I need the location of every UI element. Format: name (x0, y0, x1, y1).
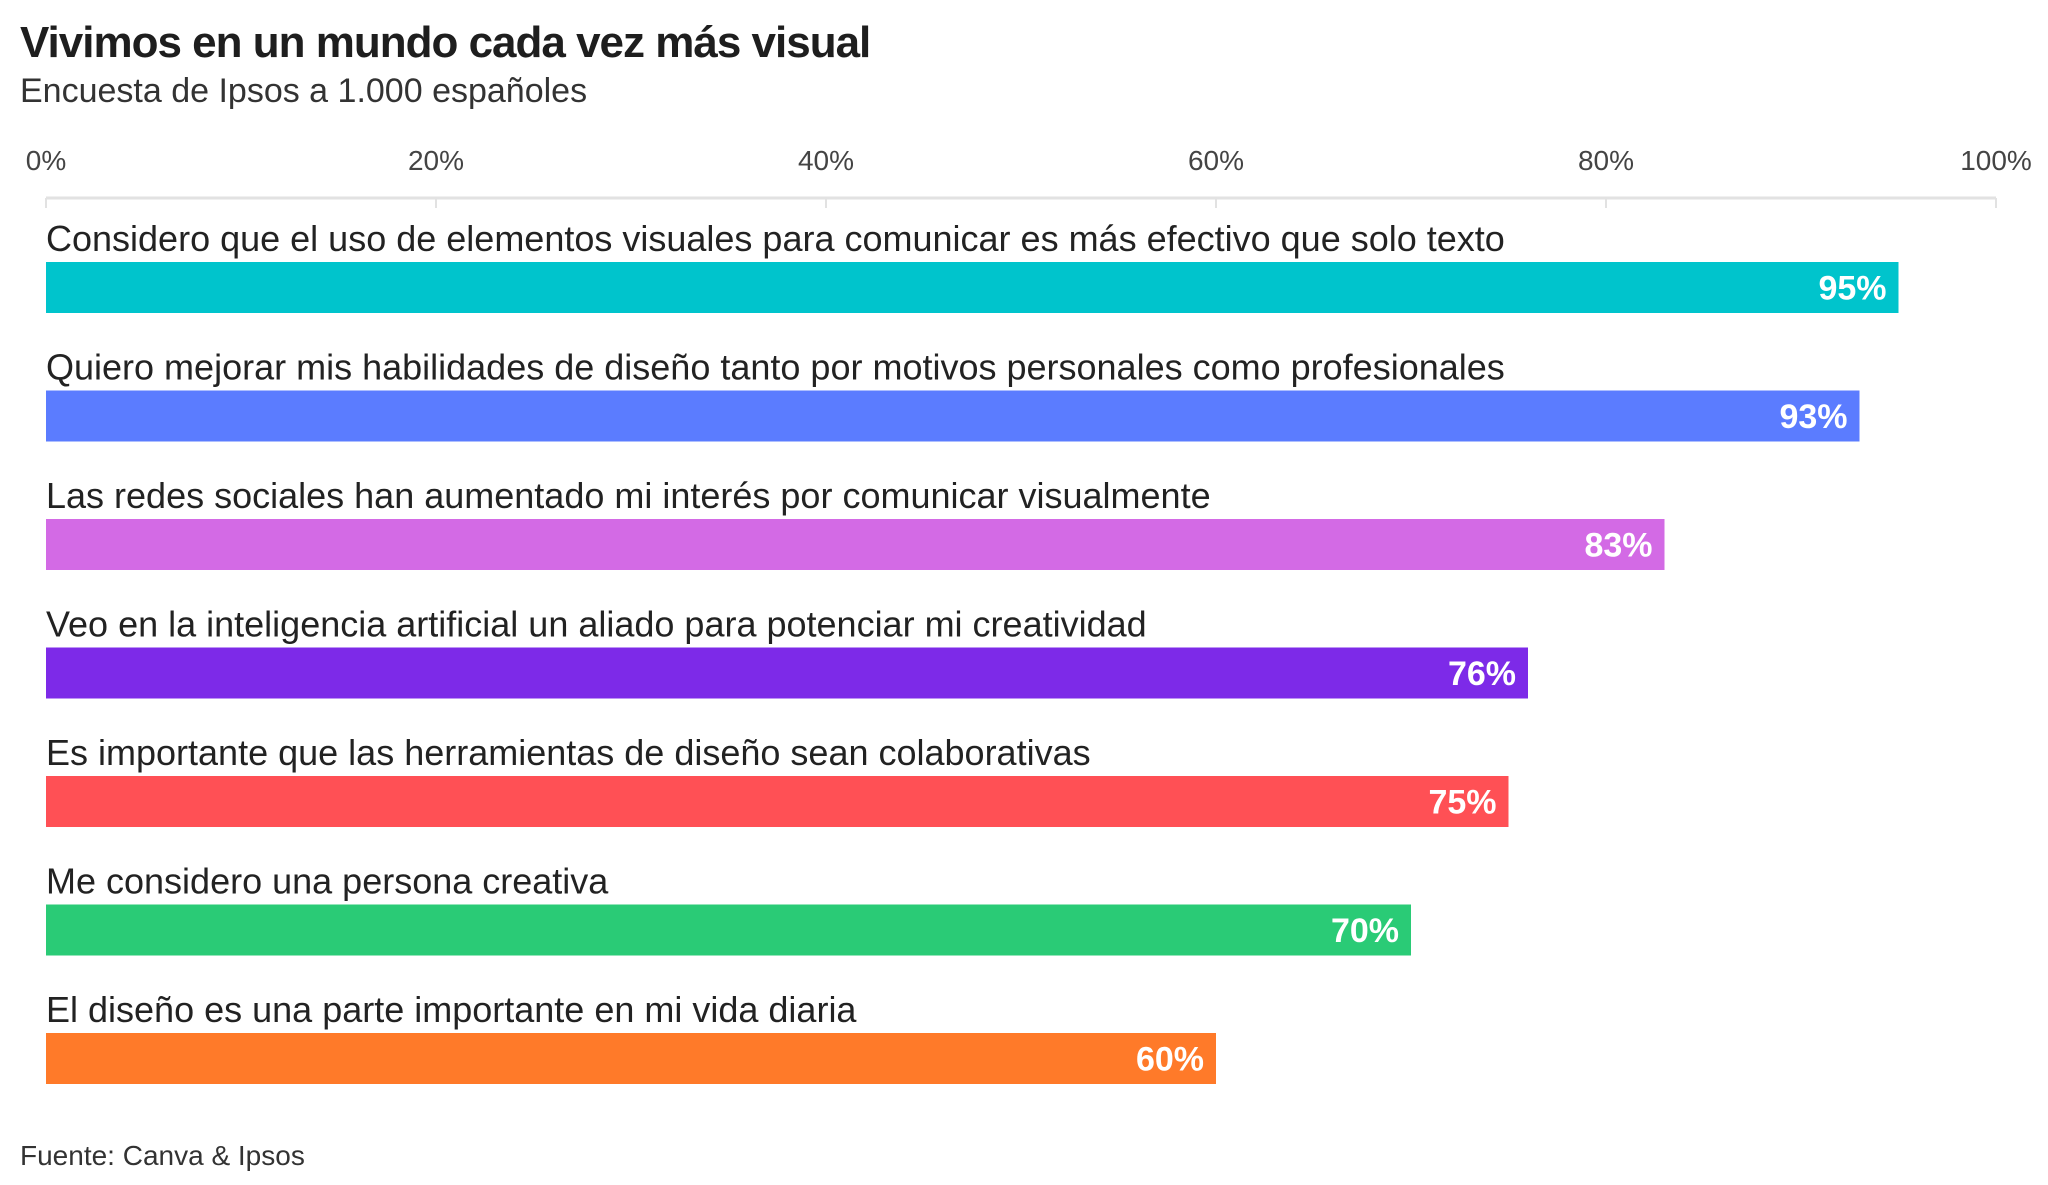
category-label: El diseño es una parte importante en mi … (46, 989, 857, 1030)
source-note: Fuente: Canva & Ipsos (20, 1140, 305, 1171)
category-label: Las redes sociales han aumentado mi inte… (46, 475, 1211, 516)
x-tick-label: 80% (1578, 145, 1634, 176)
bar (46, 390, 1860, 442)
category-label: Veo en la inteligencia artificial un ali… (46, 604, 1147, 645)
bar (46, 647, 1528, 699)
x-axis: 0% 20% 40% 60% 80% 100% (26, 145, 2032, 208)
x-tick-label: 60% (1188, 145, 1244, 176)
bar-group: Es importante que las herramientas de di… (46, 732, 1509, 827)
bar (46, 904, 1411, 956)
x-tick-label: 40% (798, 145, 854, 176)
data-label: 76% (1448, 655, 1516, 693)
x-tick-label: 0% (26, 145, 66, 176)
bar-group: Las redes sociales han aumentado mi inte… (46, 475, 1665, 570)
category-label: Me considero una persona creativa (46, 861, 609, 902)
bar-group: Veo en la inteligencia artificial un ali… (46, 604, 1528, 699)
data-label: 93% (1779, 398, 1847, 436)
data-label: 60% (1136, 1041, 1204, 1079)
bar-group: Me considero una persona creativa 70% (46, 861, 1411, 956)
data-label: 75% (1428, 784, 1496, 822)
bar (46, 776, 1509, 827)
bars: Considero que el uso de elementos visual… (46, 218, 1899, 1084)
bar-group: Considero que el uso de elementos visual… (46, 218, 1899, 313)
data-label: 70% (1331, 912, 1399, 950)
category-label: Quiero mejorar mis habilidades de diseño… (46, 347, 1505, 388)
x-tick-label: 20% (408, 145, 464, 176)
chart-subtitle: Encuesta de Ipsos a 1.000 españoles (20, 72, 588, 110)
bar-group: El diseño es una parte importante en mi … (46, 989, 1216, 1084)
data-label: 95% (1818, 270, 1886, 308)
chart-title: Vivimos en un mundo cada vez más visual (20, 18, 871, 67)
bar (46, 519, 1665, 570)
bar (46, 1033, 1216, 1084)
x-tick-label: 100% (1960, 145, 2032, 176)
category-label: Es importante que las herramientas de di… (46, 732, 1091, 773)
data-label: 83% (1584, 527, 1652, 565)
bar-group: Quiero mejorar mis habilidades de diseño… (46, 347, 1860, 442)
category-label: Considero que el uso de elementos visual… (46, 218, 1505, 259)
bar (46, 262, 1899, 313)
